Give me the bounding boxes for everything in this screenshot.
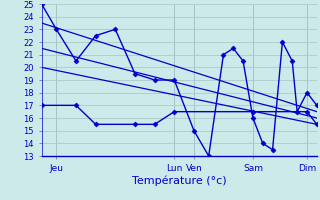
X-axis label: Température (°c): Température (°c) [132, 175, 227, 186]
